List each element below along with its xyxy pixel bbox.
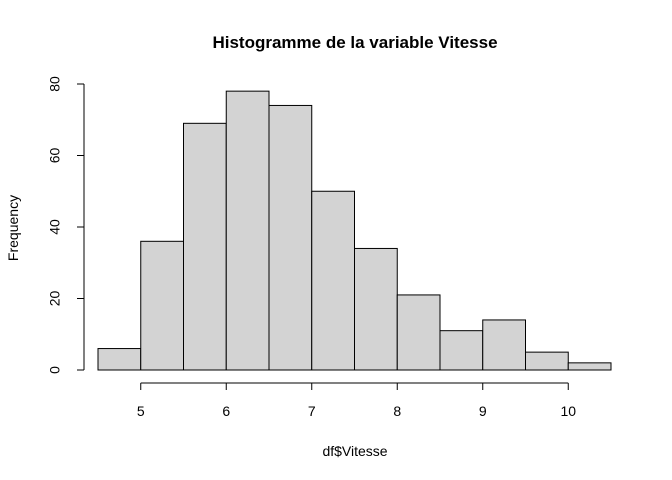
y-axis: 0 20 40 60 80 [47,76,85,374]
histogram-bar-2 [183,122,227,371]
x-axis: 5 6 7 8 9 10 [137,382,576,419]
y-axis-label: Frequency [5,195,21,261]
y-tick-label-1: 20 [47,291,63,307]
histogram-bar-9 [482,319,526,371]
x-axis-label: df$Vitesse [322,443,387,459]
histogram-bar-10 [525,351,569,371]
y-tick-label-2: 40 [47,219,63,235]
chart-title: Histogramme de la variable Vitesse [212,33,497,52]
y-tick-label-3: 60 [47,148,63,164]
x-tick-label-1: 6 [222,403,230,419]
x-tick-label-4: 9 [479,403,487,419]
y-tick-label-4: 80 [47,76,63,92]
histogram-bar-4 [268,104,313,371]
x-tick-label-2: 7 [308,403,316,419]
x-tick-label-3: 8 [393,403,401,419]
bars-layer [97,90,612,371]
histogram-bar-7 [396,294,441,371]
histogram-bar-1 [140,240,184,371]
histogram-bar-0 [97,348,142,371]
x-tick-label-0: 5 [137,403,145,419]
y-tick-label-0: 0 [47,366,63,374]
x-tick-label-5: 10 [560,403,576,419]
histogram-bar-3 [225,90,270,371]
histogram-bar-5 [311,190,355,371]
histogram-bar-8 [439,330,484,371]
histogram-bar-11 [567,362,612,371]
histogram-bar-6 [354,247,398,371]
